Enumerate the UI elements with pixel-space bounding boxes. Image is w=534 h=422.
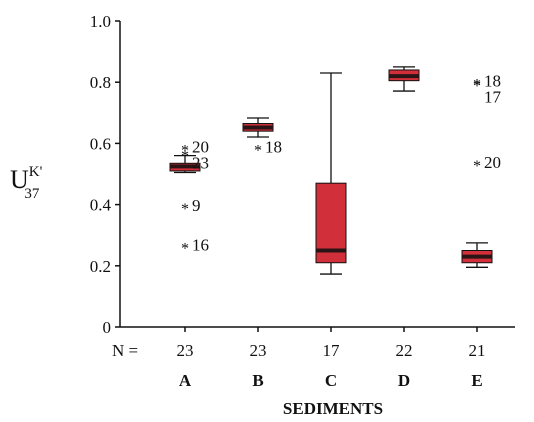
outlier: * [181, 148, 189, 165]
outlier: * [181, 201, 189, 218]
n-count: 22 [396, 341, 413, 360]
y-label-sup: K' [29, 164, 43, 180]
x-tick-label: E [471, 371, 482, 390]
y-tick-label: 0.2 [90, 257, 111, 276]
y-tick-label: 0.6 [90, 134, 111, 153]
x-tick-label: B [252, 371, 263, 390]
y-tick-label: 0.8 [90, 73, 111, 92]
n-count: 17 [323, 341, 341, 360]
outlier: * [473, 78, 481, 95]
y-axis-label: UK' 37 [10, 164, 43, 202]
y-tick-label: 1.0 [90, 12, 111, 31]
y-tick-label: 0 [103, 318, 112, 337]
outlier-label: 17 [484, 88, 502, 107]
outlier: * [181, 240, 189, 257]
outlier: * [473, 158, 481, 175]
y-tick-label: 0.4 [90, 196, 112, 215]
y-label-sub: 37 [24, 186, 40, 202]
n-count: 21 [469, 341, 486, 360]
x-tick-label: A [179, 371, 192, 390]
n-label: N = [112, 341, 138, 360]
x-tick-label: C [325, 371, 337, 390]
n-count: 23 [177, 341, 194, 360]
outlier: * [181, 142, 189, 159]
outlier-label: 23 [192, 153, 209, 172]
outlier-label: 18 [265, 137, 282, 156]
outlier-label: 9 [192, 196, 201, 215]
outlier: * [473, 77, 481, 94]
outlier-label: 20 [192, 137, 209, 156]
outlier-label: 18 [484, 72, 501, 91]
y-label-base: U [10, 165, 29, 194]
outlier-label: 16 [192, 235, 209, 254]
outlier: * [254, 142, 262, 159]
n-count: 23 [250, 341, 267, 360]
x-axis-label: SEDIMENTS [283, 399, 383, 418]
x-tick-label: D [398, 371, 410, 390]
outlier-label: 20 [484, 153, 501, 172]
